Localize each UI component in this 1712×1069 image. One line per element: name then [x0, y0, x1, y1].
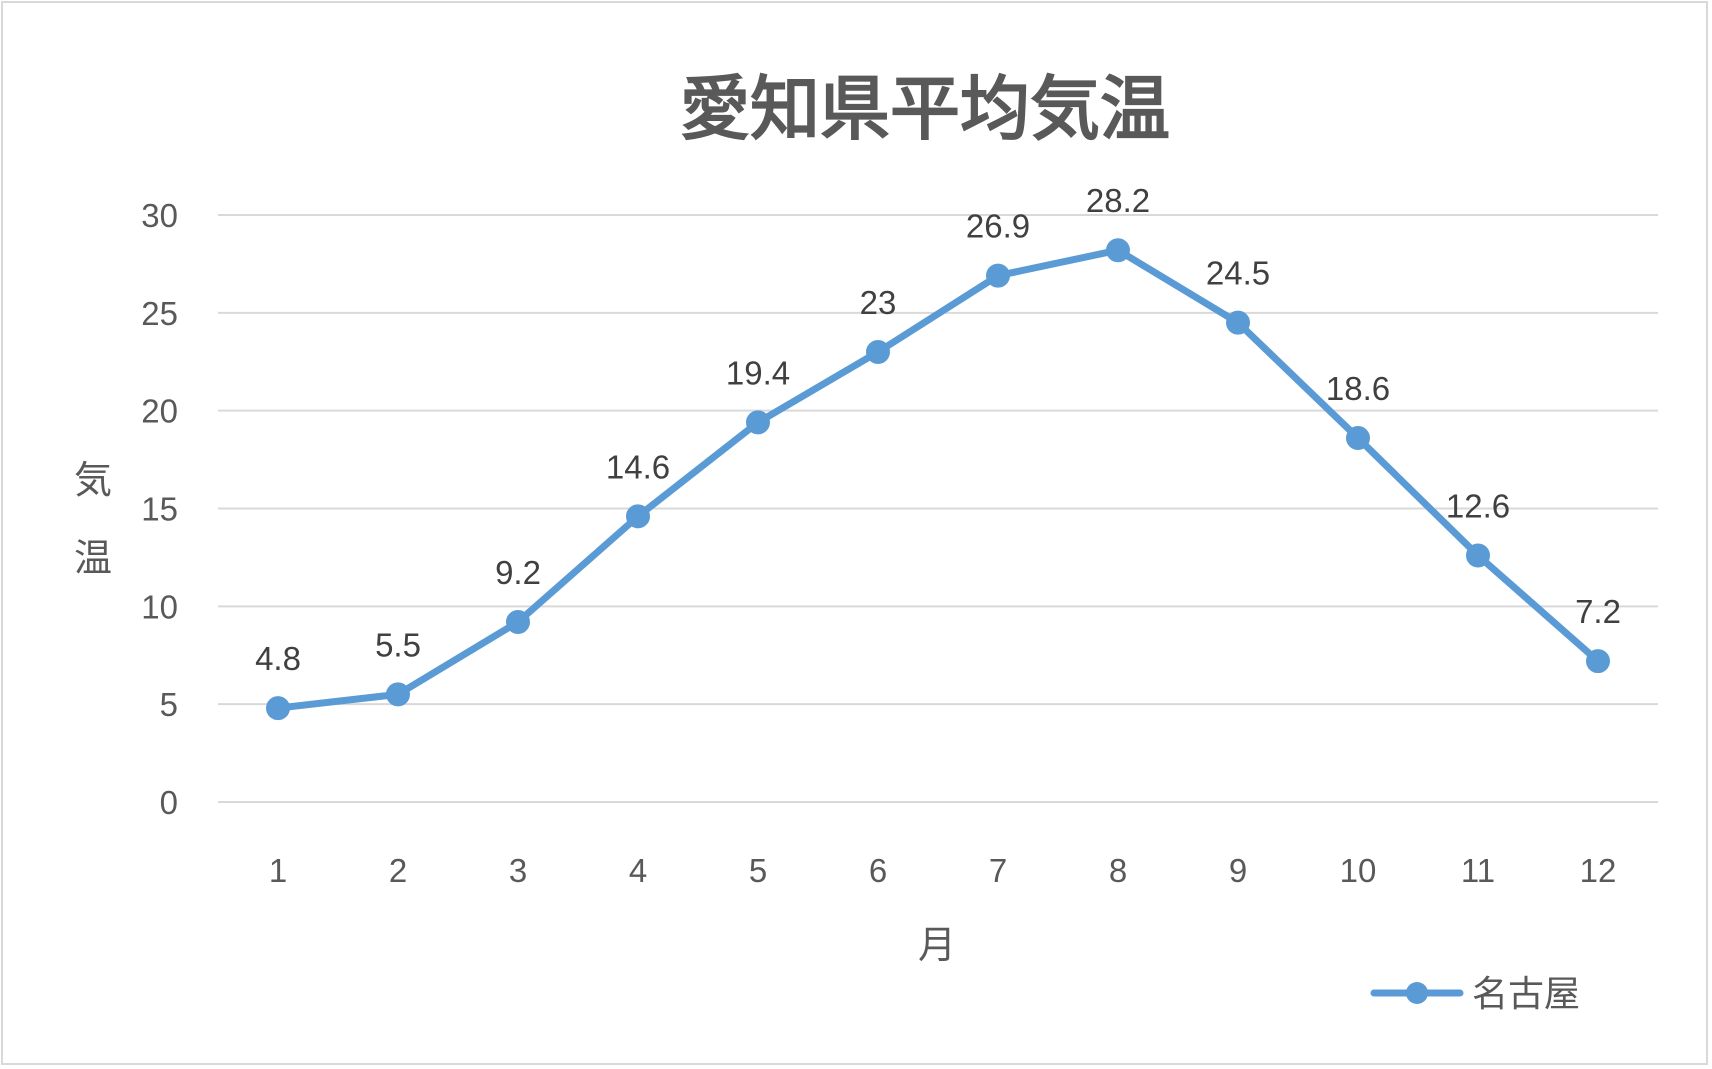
data-label: 26.9 — [966, 208, 1030, 245]
data-point — [1226, 310, 1250, 335]
y-axis-title: 気温 — [74, 458, 112, 580]
y-tick-label: 30 — [141, 197, 178, 234]
y-tick-label: 5 — [160, 686, 178, 723]
x-axis-ticks: 1 2 3 4 5 6 7 8 9 10 11 12 — [269, 852, 1617, 889]
data-label: 7.2 — [1575, 593, 1621, 630]
y-tick-label: 10 — [141, 588, 178, 625]
data-label: 12.6 — [1446, 487, 1510, 524]
x-tick-label: 9 — [1229, 852, 1247, 889]
x-tick-label: 6 — [869, 852, 887, 889]
data-label: 23 — [860, 284, 897, 321]
x-axis-title: 月 — [918, 923, 956, 967]
data-label: 9.2 — [495, 554, 541, 591]
y-axis-ticks: 0 5 10 15 20 25 30 — [141, 197, 178, 821]
data-point — [626, 504, 650, 529]
x-tick-label: 5 — [749, 852, 767, 889]
y-tick-label: 0 — [160, 784, 178, 821]
data-point — [1466, 543, 1490, 568]
data-labels: 4.8 5.5 9.2 14.6 19.4 23 26.9 28.2 24.5 18.6 12.6 7… — [255, 182, 1621, 677]
grid-lines — [218, 214, 1658, 803]
data-point — [1106, 238, 1130, 263]
legend-label: 名古屋 — [1472, 974, 1580, 1015]
data-label: 24.5 — [1206, 255, 1270, 292]
data-point — [1586, 649, 1610, 674]
y-tick-label: 15 — [141, 491, 178, 528]
x-tick-label: 2 — [389, 852, 407, 889]
x-tick-label: 10 — [1340, 852, 1377, 889]
y-axis-title-char: 温 — [74, 536, 112, 580]
data-point — [746, 410, 770, 435]
y-tick-label: 20 — [141, 393, 178, 430]
x-tick-label: 1 — [269, 852, 287, 889]
data-label: 18.6 — [1326, 370, 1390, 407]
series-line — [274, 246, 1602, 712]
data-point — [386, 682, 410, 707]
chart-title: 愛知県平均気温 — [680, 68, 1170, 150]
series-layer — [266, 238, 1610, 721]
x-tick-label: 8 — [1109, 852, 1127, 889]
x-tick-label: 12 — [1580, 852, 1617, 889]
data-point — [866, 339, 890, 364]
legend-marker — [1406, 982, 1428, 1004]
y-tick-label: 25 — [141, 295, 178, 332]
data-point — [506, 609, 530, 634]
legend: 名古屋 — [1370, 974, 1580, 1015]
data-label: 19.4 — [726, 354, 790, 391]
y-axis-title-char: 気 — [74, 458, 112, 502]
data-point — [266, 696, 290, 721]
data-label: 5.5 — [375, 626, 421, 663]
x-tick-label: 11 — [1461, 852, 1495, 889]
x-tick-label: 7 — [989, 852, 1007, 889]
data-point — [986, 263, 1010, 288]
data-label: 28.2 — [1086, 182, 1150, 219]
x-tick-label: 4 — [629, 852, 647, 889]
data-label: 14.6 — [606, 448, 670, 485]
x-tick-label: 3 — [509, 852, 527, 889]
data-point — [1346, 426, 1370, 451]
data-label: 4.8 — [255, 640, 301, 677]
